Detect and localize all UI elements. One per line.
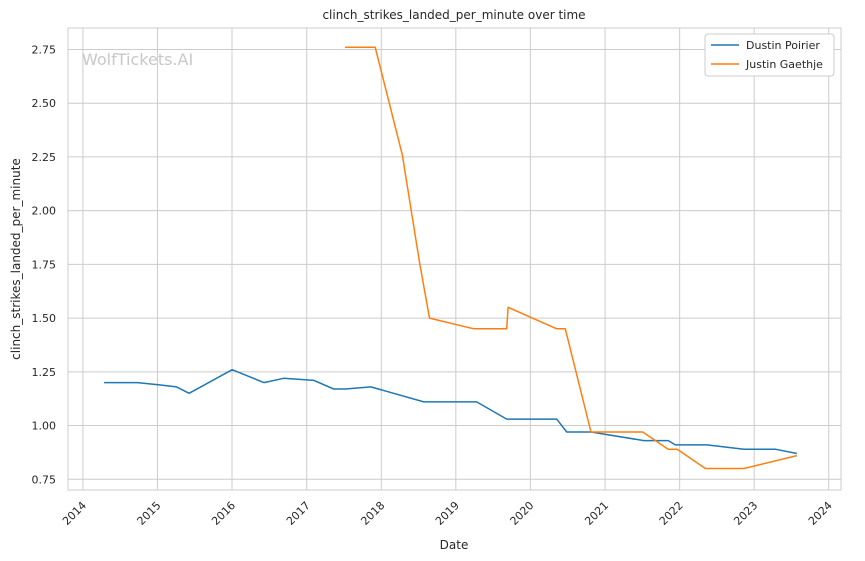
- y-tick-label: 1.50: [32, 312, 57, 325]
- series-line-dustin-poirier: [104, 368, 798, 455]
- y-tick-label: 2.25: [32, 151, 57, 164]
- series-line-justin-gaethje: [344, 46, 798, 470]
- x-tick-label: 2020: [508, 499, 537, 528]
- watermark: WolfTickets.AI: [82, 50, 193, 69]
- legend: Dustin Poirier Justin Gaethje: [704, 33, 835, 77]
- x-axis-label: Date: [440, 538, 469, 552]
- x-tick-label: 2016: [209, 499, 238, 528]
- y-tick-label: 2.00: [32, 205, 57, 218]
- x-tick-label: 2019: [433, 499, 462, 528]
- chart-title: clinch_strikes_landed_per_minute over ti…: [322, 8, 585, 22]
- plot-area: [67, 27, 842, 491]
- x-tick-label: 2014: [60, 499, 89, 528]
- y-tick-label: 2.75: [32, 43, 57, 56]
- x-tick-label: 2023: [731, 499, 760, 528]
- gridlines: [68, 28, 841, 490]
- y-axis-label: clinch_strikes_landed_per_minute: [9, 158, 23, 360]
- x-tick-label: 2017: [284, 499, 313, 528]
- y-tick-label: 1.00: [32, 420, 57, 433]
- x-tick-label: 2015: [135, 499, 164, 528]
- x-tick-label: 2018: [358, 499, 387, 528]
- legend-label-dustin-poirier: Dustin Poirier: [746, 39, 820, 52]
- legend-label-justin-gaethje: Justin Gaethje: [745, 58, 823, 71]
- x-tick-label: 2024: [806, 499, 835, 528]
- y-tick-label: 0.75: [32, 473, 57, 486]
- y-tick-label: 2.50: [32, 97, 57, 110]
- x-tick-label: 2022: [657, 499, 686, 528]
- y-tick-label: 1.75: [32, 258, 57, 271]
- x-tick-label: 2021: [582, 499, 611, 528]
- series-layer: [104, 46, 798, 470]
- y-tick-label: 1.25: [32, 366, 57, 379]
